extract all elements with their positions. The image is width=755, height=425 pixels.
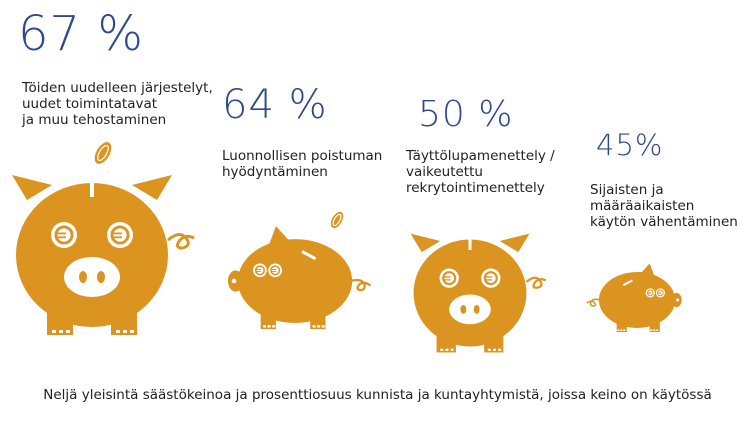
coin-icon-1	[94, 142, 112, 164]
category-label-4-line-2: määräaikaisten	[590, 198, 695, 214]
category-label-2-line-1: Luonnollisen poistuman	[222, 148, 383, 164]
piggy-bank-3	[410, 233, 547, 353]
coin-icon-2	[330, 211, 344, 229]
category-label-1-line-2: uudet toimintatavat	[22, 96, 158, 112]
category-label-2-line-2: hyödyntäminen	[222, 164, 328, 180]
category-label-3-line-1: Täyttölupamenettely /	[406, 148, 555, 164]
piggy-bank-2	[227, 226, 372, 330]
value-label-2: 64 %	[222, 82, 328, 128]
category-label-1: Töiden uudelleen järjestelyt, uudet toim…	[22, 80, 213, 128]
value-label-4: 45%	[596, 128, 664, 162]
category-label-3-line-2: vaikeutettu	[406, 164, 483, 180]
category-label-4-line-1: Sijaisten ja	[590, 182, 664, 198]
category-label-4-line-3: käytön vähentäminen	[590, 214, 738, 230]
piggy-bank-1	[12, 175, 195, 335]
piggy-bank-4	[586, 263, 682, 333]
value-label-3: 50 %	[418, 94, 514, 135]
category-label-2: Luonnollisen poistuman hyödyntäminen	[222, 148, 382, 180]
category-label-3-line-3: rekrytointimenettely	[406, 180, 545, 196]
category-label-1-line-3: ja muu tehostaminen	[22, 112, 167, 128]
category-label-4: Sijaisten ja määräaikaisten käytön vähen…	[590, 182, 738, 230]
chart-caption: Neljä yleisintä säästökeinoa ja prosentt…	[43, 387, 712, 403]
value-label-1: 67 %	[18, 6, 144, 62]
category-label-3: Täyttölupamenettely / vaikeutettu rekryt…	[406, 148, 555, 196]
category-label-1-line-1: Töiden uudelleen järjestelyt,	[22, 80, 213, 96]
